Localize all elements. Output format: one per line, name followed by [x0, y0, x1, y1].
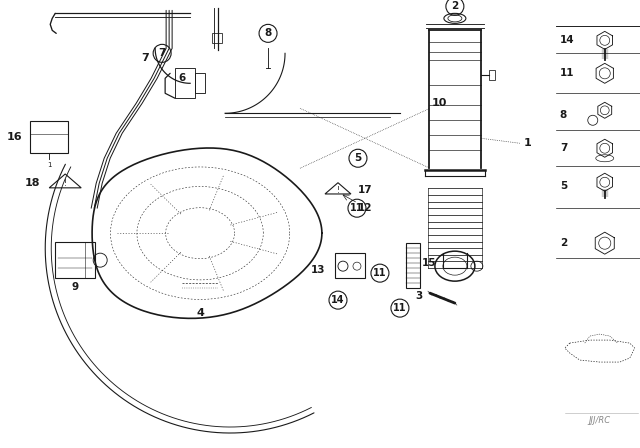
Bar	[55, 242, 95, 278]
Text: 6: 6	[178, 73, 186, 83]
Text: 5: 5	[560, 181, 567, 191]
Text: 11: 11	[560, 68, 574, 78]
Text: !: !	[64, 179, 67, 188]
Text: !: !	[337, 186, 339, 195]
Text: 7: 7	[560, 143, 567, 153]
Text: 16: 16	[6, 132, 22, 142]
Bar	[212, 33, 222, 43]
Bar	[489, 70, 495, 80]
Bar	[175, 69, 195, 98]
Bar	[195, 73, 205, 93]
Text: 14: 14	[332, 295, 345, 305]
Text: 13: 13	[310, 265, 325, 275]
Text: 3: 3	[415, 291, 422, 301]
Text: 10: 10	[432, 98, 447, 108]
Text: 14: 14	[560, 35, 575, 45]
Text: 2: 2	[451, 1, 458, 11]
Bar	[335, 253, 365, 278]
Text: 8: 8	[264, 28, 271, 39]
Text: 2: 2	[560, 238, 567, 248]
Text: 1: 1	[524, 138, 532, 148]
Text: 9: 9	[72, 282, 79, 292]
Text: 18: 18	[25, 178, 40, 188]
Text: 11: 11	[373, 268, 387, 278]
Text: 4: 4	[196, 308, 204, 318]
Text: 12: 12	[358, 203, 372, 213]
Bar	[406, 243, 420, 288]
Text: 11: 11	[350, 203, 364, 213]
Text: 7: 7	[159, 48, 166, 58]
Text: 15: 15	[422, 258, 436, 268]
Text: 17: 17	[358, 185, 372, 195]
Text: JJJ/RC: JJJ/RC	[589, 416, 611, 425]
Text: 1: 1	[47, 162, 51, 168]
Bar	[30, 121, 68, 153]
Text: 11: 11	[393, 303, 406, 313]
Text: 7: 7	[141, 53, 149, 63]
Text: 8: 8	[560, 110, 567, 120]
Text: 5: 5	[355, 153, 362, 163]
